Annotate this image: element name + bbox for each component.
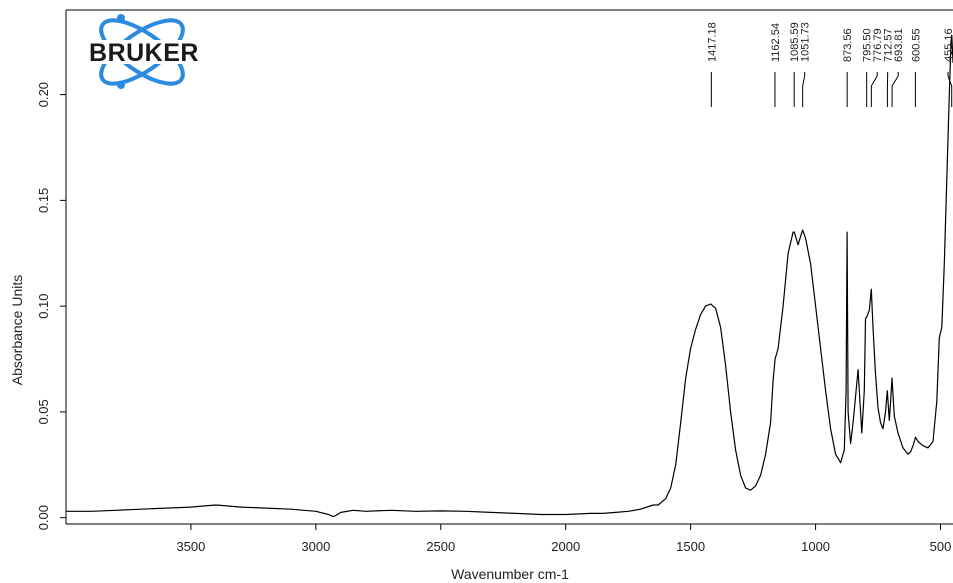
peak-label: 693.81 — [893, 28, 905, 62]
peak-label: 455.16 — [943, 28, 953, 62]
peak-label: 1417.18 — [706, 22, 718, 62]
logo-text: BRUKER — [89, 39, 199, 67]
peak-label: 795.50 — [862, 28, 874, 62]
peak-label: 1162.54 — [770, 23, 782, 62]
y-axis-ticks: 0.00 0.05 0.10 0.15 0.20 — [36, 82, 66, 530]
peak-leader-line — [802, 72, 806, 107]
peak-leader-line — [891, 72, 899, 107]
peak-label: 600.55 — [910, 28, 922, 62]
peak-leader-line — [870, 72, 878, 107]
x-tick-label: 1000 — [801, 539, 830, 554]
logo-orbit-right — [99, 18, 185, 86]
x-tick-label: 2500 — [426, 539, 455, 554]
peak-label: 1051.73 — [800, 22, 812, 62]
peak-label: 776.79 — [872, 28, 884, 62]
x-tick-label: 2000 — [551, 539, 580, 554]
logo-orbit-left — [99, 18, 185, 86]
x-tick-label: 1500 — [676, 539, 705, 554]
bruker-logo: BRUKER — [71, 14, 217, 89]
logo-dot-top — [117, 14, 125, 22]
peak-label: 1085.59 — [789, 22, 801, 62]
series-layer — [66, 34, 953, 518]
y-tick-label: 0.20 — [36, 82, 51, 107]
logo-text-backdrop — [71, 40, 217, 64]
peak-label: 712.57 — [883, 28, 895, 62]
spectrum-line — [66, 34, 953, 518]
peak-label: 873.56 — [842, 28, 854, 62]
x-tick-label: 3500 — [176, 539, 205, 554]
x-tick-label: 500 — [930, 539, 952, 554]
y-tick-label: 0.05 — [36, 399, 51, 424]
x-tick-label: 3000 — [301, 539, 330, 554]
logo-dot-bottom — [117, 81, 125, 89]
x-axis-ticks: 3500 3000 2500 2000 1500 1000 500 — [176, 524, 951, 554]
x-axis-title: Wavenumber cm-1 — [451, 566, 569, 582]
y-axis-title: Absorbance Units — [9, 275, 25, 386]
y-tick-label: 0.15 — [36, 188, 51, 213]
y-tick-label: 0.00 — [36, 505, 51, 530]
y-tick-label: 0.10 — [36, 293, 51, 318]
plot-frame — [65, 9, 953, 525]
